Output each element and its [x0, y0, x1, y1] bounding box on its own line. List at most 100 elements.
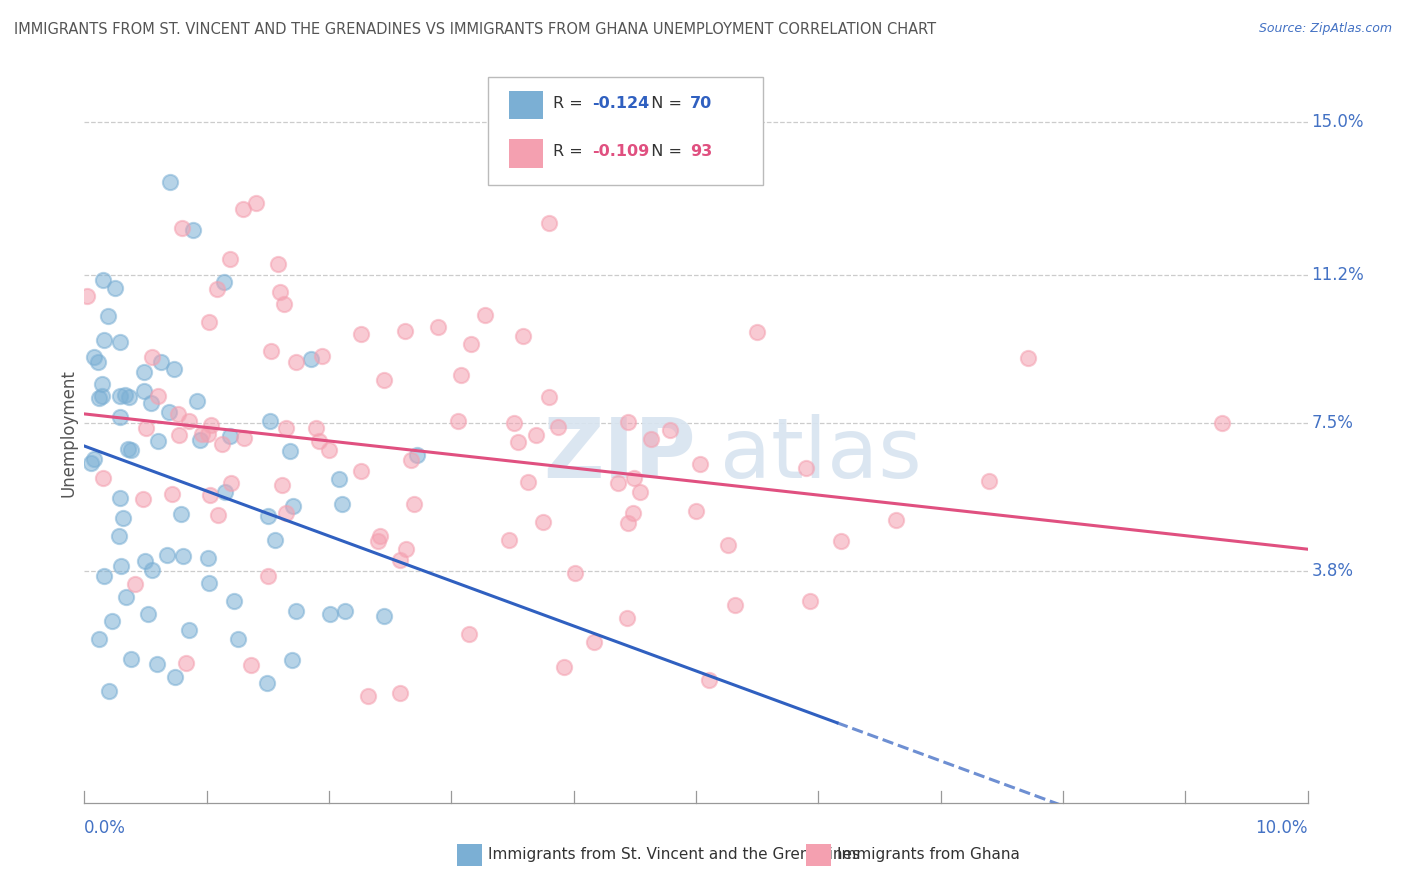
Point	[405, 448, 427, 462]
Point	[163, 362, 186, 376]
Point	[884, 513, 907, 527]
Point	[404, 497, 426, 511]
Point	[183, 223, 205, 237]
Point	[219, 428, 242, 442]
Point	[328, 472, 350, 486]
Point	[259, 414, 281, 428]
Point	[256, 509, 278, 524]
Point	[89, 632, 111, 647]
Point	[145, 657, 167, 671]
Point	[93, 568, 115, 582]
Point	[170, 507, 193, 521]
Point	[207, 508, 229, 523]
Point	[207, 282, 229, 296]
Point	[197, 551, 219, 566]
Point	[120, 652, 142, 666]
Point	[198, 315, 221, 329]
Point	[87, 355, 110, 369]
Point	[689, 458, 711, 472]
Point	[395, 541, 418, 556]
Text: N =: N =	[641, 95, 688, 111]
Point	[357, 689, 380, 703]
Point	[90, 377, 112, 392]
Point	[232, 202, 254, 216]
Point	[319, 607, 342, 622]
Point	[245, 195, 267, 210]
Point	[474, 309, 496, 323]
Text: Source: ZipAtlas.com: Source: ZipAtlas.com	[1258, 22, 1392, 36]
Point	[174, 656, 197, 670]
Point	[110, 558, 132, 573]
Point	[299, 351, 322, 366]
Point	[747, 325, 769, 339]
Point	[141, 350, 163, 364]
FancyBboxPatch shape	[509, 91, 543, 120]
Text: IMMIGRANTS FROM ST. VINCENT AND THE GRENADINES VS IMMIGRANTS FROM GHANA UNEMPLOY: IMMIGRANTS FROM ST. VINCENT AND THE GREN…	[14, 22, 936, 37]
Point	[503, 417, 526, 431]
Point	[83, 452, 105, 467]
Point	[110, 334, 132, 349]
Point	[269, 285, 291, 300]
Point	[373, 609, 395, 624]
Point	[191, 427, 214, 442]
Point	[76, 289, 98, 303]
Point	[198, 488, 221, 502]
Point	[165, 670, 187, 684]
Point	[80, 456, 103, 470]
Point	[112, 511, 135, 525]
Point	[447, 414, 470, 428]
Point	[524, 427, 547, 442]
Text: 70: 70	[690, 95, 711, 111]
Point	[83, 351, 105, 365]
Point	[623, 471, 645, 485]
Point	[685, 504, 707, 518]
Point	[100, 614, 122, 628]
Point	[149, 355, 172, 369]
Point	[212, 275, 235, 289]
Point	[388, 553, 411, 567]
Point	[104, 281, 127, 295]
Text: -0.109: -0.109	[592, 144, 650, 159]
Point	[553, 659, 575, 673]
Text: ZIP: ZIP	[544, 414, 696, 495]
Point	[724, 598, 747, 612]
Point	[117, 442, 139, 457]
Point	[308, 434, 330, 448]
FancyBboxPatch shape	[488, 78, 763, 185]
Point	[717, 538, 740, 552]
Point	[270, 478, 292, 492]
Point	[107, 529, 129, 543]
Point	[170, 220, 193, 235]
Point	[221, 475, 243, 490]
Text: Immigrants from St. Vincent and the Grenadines: Immigrants from St. Vincent and the Gren…	[488, 847, 860, 863]
Point	[512, 329, 534, 343]
Point	[156, 549, 179, 563]
Point	[281, 499, 304, 513]
Point	[114, 387, 136, 401]
Point	[368, 529, 391, 543]
Point	[498, 533, 520, 547]
Point	[226, 632, 249, 646]
Point	[118, 390, 141, 404]
Point	[547, 419, 569, 434]
FancyBboxPatch shape	[509, 139, 543, 168]
Point	[318, 443, 340, 458]
Point	[799, 594, 821, 608]
Point	[367, 533, 389, 548]
Point	[256, 569, 278, 583]
Point	[198, 575, 221, 590]
Point	[516, 475, 538, 489]
Point	[830, 533, 852, 548]
Point	[458, 626, 481, 640]
Point	[659, 423, 682, 437]
Point	[617, 516, 640, 530]
Point	[146, 389, 169, 403]
Point	[115, 590, 138, 604]
Point	[186, 394, 208, 409]
Point	[621, 506, 644, 520]
Point	[197, 426, 219, 441]
Point	[460, 336, 482, 351]
Point	[141, 396, 163, 410]
Point	[108, 491, 131, 505]
Point	[141, 564, 163, 578]
